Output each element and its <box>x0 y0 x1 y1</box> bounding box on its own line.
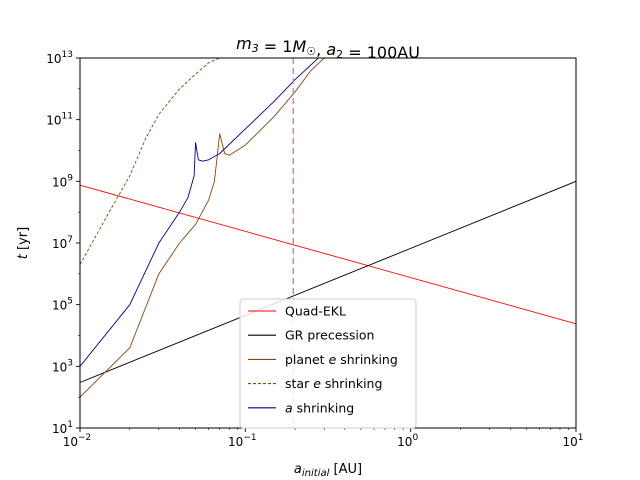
legend: Quad-EKL GR precession planet e shrinking s… <box>239 298 417 429</box>
chart-title: m3 = 1M☉, a2 = 100AU <box>236 34 420 62</box>
x-tick-label: 10−1 <box>228 433 257 449</box>
legend-label: Quad-EKL <box>285 304 346 319</box>
legend-label: a shrinking <box>285 400 354 415</box>
x-tick-label: 101 <box>562 433 583 449</box>
x-axis-ticks: 10−2 10−1 100 101 <box>63 428 584 449</box>
legend-box <box>239 298 417 429</box>
series-line-1 <box>80 184 576 325</box>
series-line-2 <box>80 180 576 383</box>
y-tick-label: 101 <box>52 420 73 436</box>
y-axis-label: t [yr] <box>16 227 31 259</box>
y-axis-minor-ticks <box>78 88 80 398</box>
plot-lines <box>80 58 576 428</box>
y-tick-label: 109 <box>52 173 73 189</box>
x-tick-label: 10−2 <box>63 433 92 449</box>
legend-label: planet e shrinking <box>285 352 398 367</box>
legend-label: GR precession <box>285 328 374 343</box>
y-axis-ticks: 101 103 105 107 109 1011 1013 <box>46 50 80 436</box>
legend-label: star e shrinking <box>285 376 382 391</box>
series-line-4 <box>80 58 220 265</box>
y-tick-label: 1011 <box>46 112 73 128</box>
x-tick-label: 100 <box>397 433 418 449</box>
series-line-5 <box>80 58 320 367</box>
series-line-3 <box>80 58 325 398</box>
y-tick-label: 105 <box>52 297 73 313</box>
y-tick-label: 107 <box>52 235 73 251</box>
x-axis-label: ainitial [AU] <box>294 462 362 479</box>
y-tick-label: 103 <box>52 358 73 374</box>
y-tick-label: 1013 <box>46 50 73 66</box>
